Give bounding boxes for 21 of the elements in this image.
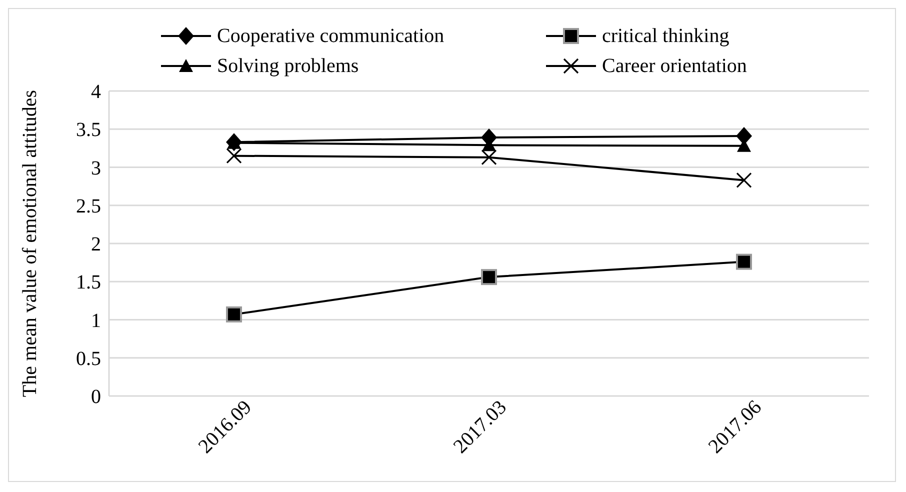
point [736,172,752,188]
legend-label: Cooperative communication [217,24,444,48]
y-tick-label: 0.5 [76,348,101,370]
y-tick-label: 1 [91,310,101,332]
y-tick-label: 2 [91,234,101,256]
point [736,254,752,270]
y-tick-label: 1.5 [76,272,101,294]
legend-label: critical thinking [602,24,730,48]
y-tick-label: 2.5 [76,195,101,218]
point [226,148,242,164]
y-axis-title: The mean value of emotional attitudes [19,90,42,398]
legend-label: Solving problems [217,54,359,78]
y-tick-label: 3.5 [76,119,101,142]
point [736,126,752,145]
y-tick-label: 3 [91,157,101,180]
y-tick-label: 4 [91,81,101,104]
point [481,150,497,166]
point [226,306,242,322]
point [481,269,497,286]
y-tick-label: 0 [91,386,101,408]
legend-label: Career orientation [602,54,747,78]
